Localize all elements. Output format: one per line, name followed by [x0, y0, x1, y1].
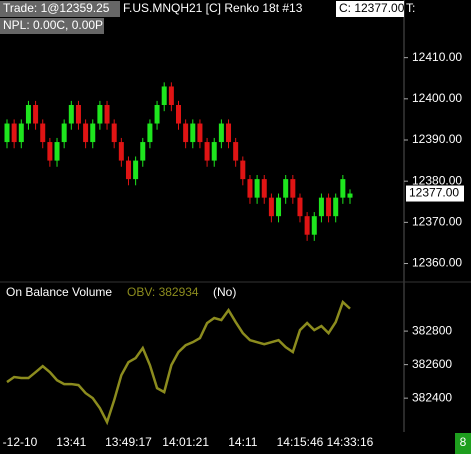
candle-body — [261, 179, 267, 198]
candle-body — [40, 123, 46, 143]
candle-body — [326, 197, 332, 217]
current-price-label: 12377.00 — [409, 186, 459, 200]
candle-body — [4, 123, 10, 143]
x-tick-label: 14:01:21 — [162, 435, 209, 449]
y-tick-label: 382600 — [412, 357, 452, 371]
candle-body — [118, 142, 124, 161]
y-tick-label: 12370.00 — [412, 215, 462, 229]
candle-body — [154, 105, 160, 124]
last-bg — [336, 1, 404, 17]
candle-body — [276, 197, 282, 217]
candle-body — [183, 123, 189, 143]
x-tick-label: 14:15:46 — [277, 435, 324, 449]
candle-body — [226, 123, 232, 143]
candle-body — [90, 123, 96, 143]
x-tick-label: 13:49:17 — [105, 435, 152, 449]
candle-body — [190, 123, 196, 143]
candle-body — [304, 216, 310, 235]
y-tick-label: 382400 — [412, 390, 452, 404]
candle-body — [347, 193, 353, 198]
x-tick-label: 14:11 — [228, 435, 257, 449]
candle-body — [168, 86, 174, 105]
candle-body — [204, 142, 210, 161]
candle-body — [211, 142, 217, 161]
candle-body — [254, 179, 260, 198]
candle-body — [297, 197, 303, 217]
candle-body — [283, 179, 289, 198]
candle-body — [54, 142, 60, 161]
candle-body — [47, 142, 53, 161]
obv-line — [6, 299, 351, 426]
candle-body — [25, 105, 31, 124]
candle-body — [83, 123, 89, 143]
x-tick-label: 14:33:16 — [327, 435, 374, 449]
candle-body — [176, 105, 181, 124]
candle-body — [104, 105, 110, 124]
candle-body — [290, 179, 296, 198]
candle-body — [318, 197, 324, 217]
candle-body — [340, 179, 346, 198]
current-price-box — [406, 185, 464, 202]
candle-body — [18, 123, 24, 143]
y-tick-label: 382800 — [412, 323, 452, 337]
candle-body — [133, 160, 139, 180]
candle-body — [33, 105, 39, 124]
candle-body — [61, 123, 67, 143]
candle-body — [75, 105, 81, 124]
indicator-mode: (No) — [213, 285, 236, 299]
candle-body — [147, 123, 153, 143]
candle-body — [11, 123, 17, 143]
badge-text: 8 — [460, 435, 467, 449]
y-tick-label: 12400.00 — [412, 91, 462, 105]
symbol-text: F.US.MNQH21 [C] Renko 18t #13 — [123, 1, 303, 15]
candle-body — [233, 142, 239, 161]
y-tick-label: 12380.00 — [412, 173, 462, 187]
npl-text: NPL: 0.00C, 0.00P — [3, 18, 103, 32]
t-text: T: — [406, 1, 415, 15]
badge — [455, 433, 471, 454]
candle-body — [125, 160, 131, 180]
candle-body — [218, 123, 224, 143]
candle-body — [268, 197, 274, 217]
y-tick-label: 12410.00 — [412, 50, 462, 64]
candle-body — [197, 123, 203, 143]
indicator-value: OBV: 382934 — [127, 285, 199, 299]
y-tick-label: 12390.00 — [412, 132, 462, 146]
y-tick-label: 12360.00 — [412, 256, 462, 270]
candle-body — [240, 160, 246, 180]
trade-bg — [0, 1, 120, 17]
candle-body — [333, 197, 339, 217]
last-text: C: 12377.00 — [339, 1, 405, 15]
npl-bg — [0, 18, 104, 34]
x-tick-label: 13:41 — [56, 435, 86, 449]
candle-body — [97, 105, 103, 124]
indicator-title: On Balance Volume — [6, 285, 112, 299]
trade-text: Trade: 1@12359.25 — [3, 1, 110, 15]
candle-body — [111, 123, 117, 143]
x-tick-label: -12-10 — [3, 435, 38, 449]
candle-body — [68, 105, 74, 124]
candle-body — [140, 142, 146, 161]
candle-body — [311, 216, 317, 235]
candle-body — [247, 179, 253, 198]
candle-body — [161, 86, 167, 105]
